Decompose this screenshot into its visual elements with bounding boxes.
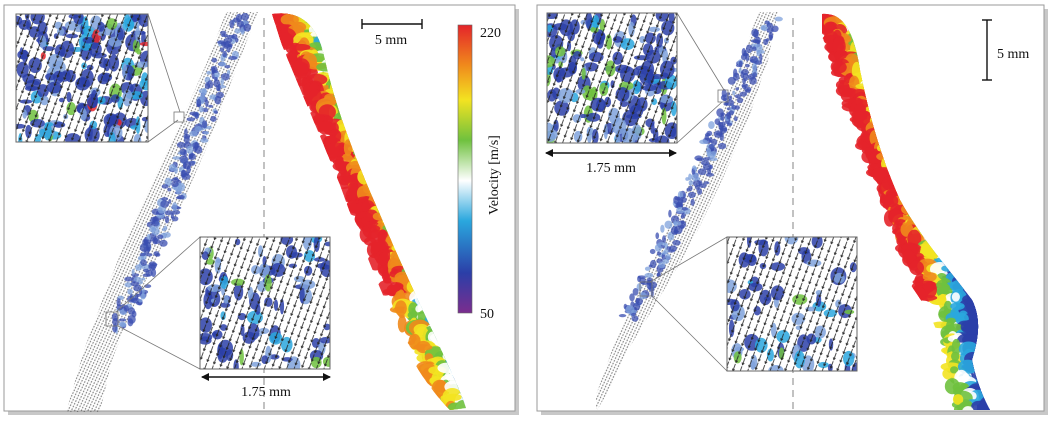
right-inset-bottom-source-box xyxy=(639,281,653,297)
right-inset-bottom-connector-2 xyxy=(651,295,728,372)
right-inset-top-frame xyxy=(546,12,678,144)
left-inset-scalebar-label: 1.75 mm xyxy=(241,385,291,400)
left-inset-bottom-connector xyxy=(115,236,201,313)
left-inset-scalebar: 1.75 mm xyxy=(201,373,331,400)
colorbar-gradient xyxy=(457,24,473,314)
left-inset-bottom-connector-2 xyxy=(117,325,201,370)
left-scalebar-label: 5 mm xyxy=(375,33,407,48)
right-inset-scalebar: 1.75 mm xyxy=(545,149,677,176)
left-vector-field-blue-patches xyxy=(111,12,252,334)
right-scalebar-label: 5 mm xyxy=(997,47,1029,62)
colorbar-max-label: 220 xyxy=(480,26,501,41)
left-inset-top-connector xyxy=(147,13,181,113)
left-inset-bottom-frame xyxy=(199,236,331,370)
right-inset-top xyxy=(546,12,729,144)
left-inset-bottom-source-box xyxy=(105,311,119,327)
right-inset-top-source-box xyxy=(717,89,729,103)
right-inset-top-connector-2 xyxy=(676,101,723,144)
colorbar-axis-label: Velocity [m/s] xyxy=(487,135,502,215)
right-inset-scalebar-label: 1.75 mm xyxy=(586,161,636,176)
right-inset-bottom-frame xyxy=(726,236,858,372)
right-scalebar: 5 mm xyxy=(982,19,1029,81)
left-inset-top-source-box xyxy=(173,111,185,123)
left-inset-top-connector-2 xyxy=(147,119,179,143)
colorbar-min-label: 50 xyxy=(480,307,494,322)
right-inset-bottom-connector xyxy=(649,236,728,283)
colorbar: 220 50 Velocity [m/s] xyxy=(457,24,502,322)
right-vector-field xyxy=(596,12,783,412)
left-inset-top-frame xyxy=(15,13,149,143)
right-inset-bottom xyxy=(639,236,858,372)
right-inset-top-connector xyxy=(676,12,725,91)
right-vector-field-blue-patches xyxy=(618,16,783,322)
left-inset-top xyxy=(15,13,185,143)
left-inset-bottom xyxy=(105,236,331,370)
left-scalebar: 5 mm xyxy=(361,19,423,48)
